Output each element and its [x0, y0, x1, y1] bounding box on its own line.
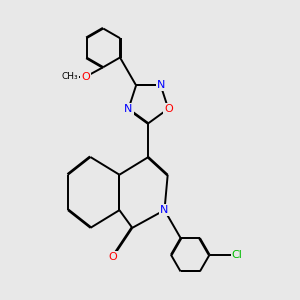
- Text: O: O: [164, 104, 173, 114]
- Text: O: O: [109, 252, 117, 262]
- Text: O: O: [81, 72, 90, 82]
- Text: N: N: [157, 80, 165, 90]
- Text: N: N: [124, 104, 133, 114]
- Text: N: N: [160, 205, 169, 215]
- Text: CH₃: CH₃: [61, 72, 78, 81]
- Text: Cl: Cl: [232, 250, 242, 260]
